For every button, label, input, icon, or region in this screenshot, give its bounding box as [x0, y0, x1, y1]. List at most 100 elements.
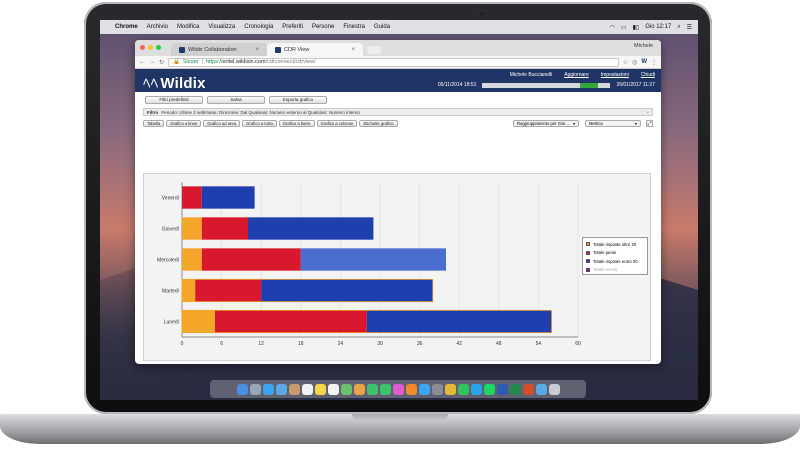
- export-chart-button[interactable]: Esporta grafico: [269, 95, 327, 104]
- reminders-icon[interactable]: [327, 383, 339, 395]
- date-range-slider[interactable]: [482, 82, 611, 88]
- laptop-screen: Chrome Archivio Modifica Visualizza Cron…: [100, 20, 698, 400]
- bar-segment: [201, 186, 255, 209]
- bookmark-star-icon[interactable]: ☆: [622, 59, 629, 66]
- view-column-button[interactable]: Grafico a colonne: [316, 120, 358, 127]
- browser-profile-name[interactable]: Michele: [634, 43, 653, 49]
- whatsapp-icon[interactable]: [457, 383, 469, 395]
- close-tab-icon[interactable]: ×: [351, 46, 355, 53]
- tab-cdr-view[interactable]: CDR View ×: [267, 43, 363, 56]
- contacts-icon[interactable]: [288, 383, 300, 395]
- legend-item[interactable]: Totale risposte entro 20: [586, 257, 644, 266]
- view-table-button[interactable]: Tabella: [143, 120, 165, 127]
- facetime-icon[interactable]: [379, 383, 391, 395]
- finder-icon[interactable]: [236, 383, 248, 395]
- view-bar-button[interactable]: Grafico a barre: [278, 120, 315, 127]
- tab-wildix-collaboration[interactable]: Wildix Collaboration ×: [171, 43, 267, 56]
- photos-icon[interactable]: [353, 383, 365, 395]
- view-line-button[interactable]: Grafico a linee: [166, 120, 202, 127]
- forward-icon[interactable]: →: [149, 59, 155, 65]
- menu-item-preferiti[interactable]: Preferiti: [282, 24, 303, 30]
- chrome-icon[interactable]: [444, 383, 456, 395]
- address-protocol: https://: [205, 59, 223, 65]
- bar-segment: [182, 217, 202, 240]
- wifi-icon[interactable]: ◠: [609, 24, 615, 31]
- mail-icon[interactable]: [275, 383, 287, 395]
- view-pie-button[interactable]: Grafico a torta: [242, 120, 277, 127]
- bar-segment: [215, 310, 367, 333]
- x-tick-label: 36: [417, 341, 423, 347]
- menu-icon[interactable]: ⋮: [651, 59, 657, 66]
- appstore-icon[interactable]: [418, 383, 430, 395]
- wildix-favicon: [275, 46, 281, 53]
- menu-item-persone[interactable]: Persone: [311, 24, 335, 30]
- address-bar[interactable]: 🔒 Sicuro | https:// eritel.wildixin.com …: [168, 57, 619, 67]
- menu-item-cronologia[interactable]: Cronologia: [244, 24, 274, 30]
- filter-close-icon[interactable]: ×: [646, 109, 649, 115]
- spotify-icon[interactable]: [483, 383, 495, 395]
- menu-item-guida[interactable]: Guida: [374, 24, 391, 30]
- date-range: 05/11/2014 18:51 26/01/2017 11:27: [438, 82, 655, 88]
- menubar-app-name[interactable]: Chrome: [115, 24, 138, 30]
- itunes-icon[interactable]: [392, 383, 404, 395]
- menu-item-modifica[interactable]: Modifica: [177, 24, 200, 30]
- trash-icon[interactable]: [548, 383, 560, 395]
- grouping-select[interactable]: Raggruppamento per Gior... ▾: [513, 120, 579, 127]
- legend-item[interactable]: Totale risposte oltre 20: [586, 240, 644, 249]
- link-chiudi[interactable]: Chiudi: [640, 72, 655, 78]
- filter-bar[interactable]: Filtro Periodo: Ultime 2 settimane; Dire…: [143, 108, 653, 116]
- folder-icon[interactable]: [535, 383, 547, 395]
- view-labels-button[interactable]: Etichette grafico: [359, 120, 398, 127]
- launchpad-icon[interactable]: [249, 383, 261, 395]
- maps-icon[interactable]: [340, 383, 352, 395]
- link-aggiornare[interactable]: Aggiornare: [564, 72, 589, 78]
- new-tab-button[interactable]: [367, 46, 381, 54]
- y-tick-label: Lunedì: [164, 320, 180, 326]
- menu-item-visualizza[interactable]: Visualizza: [208, 24, 236, 30]
- expand-icon[interactable]: ⤢: [646, 120, 653, 127]
- date-from[interactable]: 05/11/2014 18:51: [437, 82, 477, 88]
- reload-icon[interactable]: ↻: [159, 59, 165, 66]
- skype-icon[interactable]: [470, 383, 482, 395]
- preferences-icon[interactable]: [431, 383, 443, 395]
- menu-item-finestra[interactable]: Finestra: [343, 24, 366, 30]
- zoom-window-button[interactable]: [156, 45, 161, 50]
- secure-label: Sicuro: [182, 59, 199, 65]
- menubar-clock[interactable]: Gio 12:17: [645, 24, 672, 30]
- legend-item[interactable]: Totale eventi: [586, 266, 644, 275]
- close-window-button[interactable]: [140, 45, 145, 50]
- date-range-selection[interactable]: [580, 82, 599, 88]
- wildix-logo: ﾍﾍ Wildix: [143, 72, 206, 93]
- minimize-window-button[interactable]: [148, 45, 153, 50]
- excel-icon[interactable]: [509, 383, 521, 395]
- save-button[interactable]: Salva: [207, 95, 265, 104]
- safari-icon[interactable]: [262, 383, 274, 395]
- battery-icon[interactable]: ▮▯: [632, 24, 640, 31]
- ibooks-icon[interactable]: [405, 383, 417, 395]
- lock-icon: 🔒: [173, 59, 180, 65]
- wildix-header: ﾍﾍ Wildix Michele Buccianelli Aggiornare …: [135, 69, 661, 92]
- view-area-button[interactable]: Grafico ad area: [203, 120, 241, 127]
- link-impostazioni[interactable]: Impostazioni: [600, 72, 629, 78]
- powerpoint-icon[interactable]: [522, 383, 534, 395]
- notification-center-icon[interactable]: ☰: [686, 24, 692, 31]
- back-icon[interactable]: ←: [139, 59, 145, 65]
- bar-segment: [182, 186, 202, 209]
- airplay-icon[interactable]: ▭: [620, 24, 627, 31]
- address-separator: |: [201, 59, 203, 65]
- notes-icon[interactable]: [314, 383, 326, 395]
- wildix-extension-icon[interactable]: W: [641, 59, 647, 65]
- calendar-icon[interactable]: [301, 383, 313, 395]
- messages-icon[interactable]: [366, 383, 378, 395]
- bar-segment: [182, 248, 202, 271]
- menu-item-archivio[interactable]: Archivio: [146, 24, 169, 30]
- close-tab-icon[interactable]: ×: [255, 46, 259, 53]
- extension-icon[interactable]: ◎: [632, 59, 638, 66]
- metric-select[interactable]: Metrica ▾: [585, 120, 641, 127]
- spotlight-icon[interactable]: ⌕: [677, 23, 681, 30]
- word-icon[interactable]: [496, 383, 508, 395]
- date-to[interactable]: 26/01/2017 11:27: [616, 82, 655, 88]
- legend-item[interactable]: Totale perse: [586, 249, 644, 258]
- predefined-filters-button[interactable]: Filtri predefiniti: [145, 95, 203, 104]
